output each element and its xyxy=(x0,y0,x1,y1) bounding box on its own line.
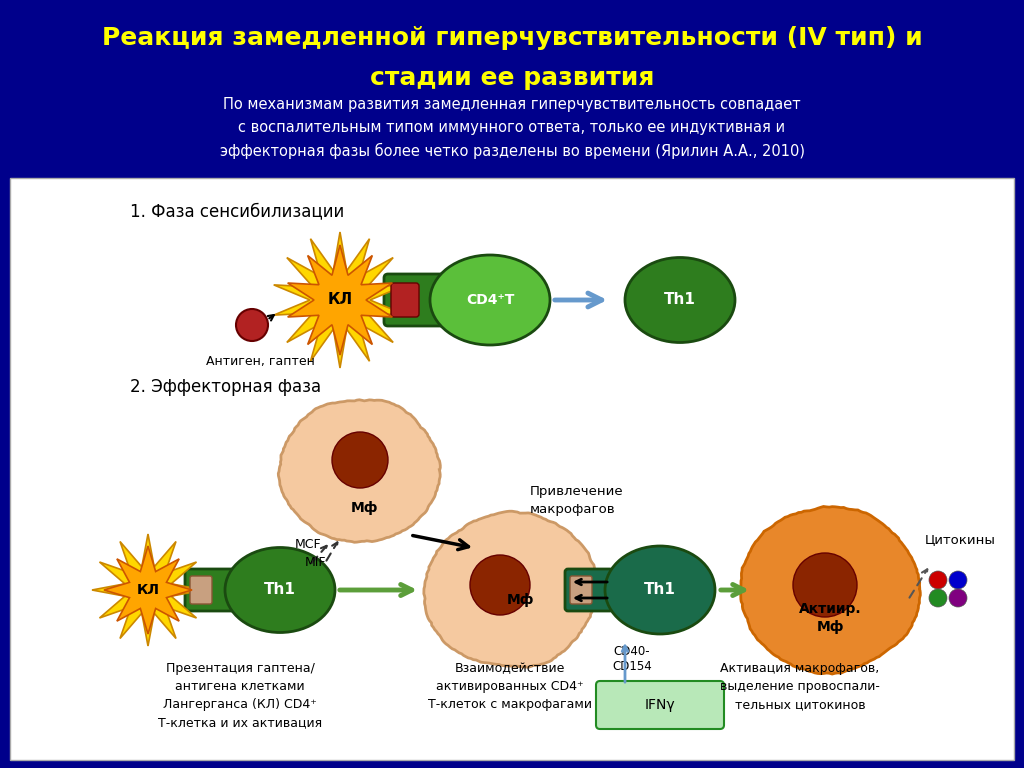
Ellipse shape xyxy=(430,255,550,345)
Circle shape xyxy=(332,432,388,488)
Polygon shape xyxy=(279,400,440,542)
Ellipse shape xyxy=(605,546,715,634)
Text: По механизмам развития замедленная гиперчувствительность совпадает
с воспалитель: По механизмам развития замедленная гипер… xyxy=(219,98,805,159)
Ellipse shape xyxy=(225,548,335,633)
Text: Мф: Мф xyxy=(351,501,379,515)
Text: Актиир.
Мф: Актиир. Мф xyxy=(799,602,861,634)
Circle shape xyxy=(470,555,530,615)
FancyBboxPatch shape xyxy=(185,569,236,611)
Polygon shape xyxy=(740,506,921,674)
Polygon shape xyxy=(273,232,407,368)
FancyBboxPatch shape xyxy=(10,178,1014,760)
Text: Цитокины: Цитокины xyxy=(925,534,995,547)
Circle shape xyxy=(929,589,947,607)
Text: 2. Эффекторная фаза: 2. Эффекторная фаза xyxy=(130,378,322,396)
Text: Th1: Th1 xyxy=(644,582,676,598)
Text: Th1: Th1 xyxy=(264,582,296,598)
Text: стадии ее развития: стадии ее развития xyxy=(370,66,654,90)
Circle shape xyxy=(929,571,947,589)
Text: CD40-
CD154: CD40- CD154 xyxy=(612,645,652,673)
Circle shape xyxy=(236,309,268,341)
Text: КЛ: КЛ xyxy=(328,293,352,307)
Polygon shape xyxy=(104,546,193,634)
Text: Привлечение
макрофагов: Привлечение макрофагов xyxy=(530,485,624,515)
FancyBboxPatch shape xyxy=(190,576,212,604)
FancyBboxPatch shape xyxy=(384,274,447,326)
Circle shape xyxy=(793,553,857,617)
FancyBboxPatch shape xyxy=(391,283,419,317)
Text: MCF: MCF xyxy=(295,538,322,551)
Text: Взаимодействие
активированных CD4⁺
Т-клеток с макрофагами: Взаимодействие активированных CD4⁺ Т-кле… xyxy=(428,662,592,711)
Text: Th1: Th1 xyxy=(664,293,696,307)
Text: Активация макрофагов,
выделение провоспали-
тельных цитокинов: Активация макрофагов, выделение провоспа… xyxy=(720,662,880,711)
Circle shape xyxy=(949,571,967,589)
Ellipse shape xyxy=(625,257,735,343)
FancyBboxPatch shape xyxy=(570,576,592,604)
Text: Мф: Мф xyxy=(506,593,534,607)
Text: IFNγ: IFNγ xyxy=(645,698,675,712)
Polygon shape xyxy=(424,511,597,667)
Text: CD4⁺T: CD4⁺T xyxy=(466,293,514,307)
Text: Реакция замедленной гиперчувствительности (IV тип) и: Реакция замедленной гиперчувствительност… xyxy=(101,26,923,50)
Polygon shape xyxy=(92,534,204,646)
Text: MIF: MIF xyxy=(305,555,327,568)
Text: КЛ: КЛ xyxy=(136,583,160,597)
Text: Антиген, гаптен: Антиген, гаптен xyxy=(206,355,314,368)
Text: 1. Фаза сенсибилизации: 1. Фаза сенсибилизации xyxy=(130,202,344,220)
Polygon shape xyxy=(288,245,392,355)
Circle shape xyxy=(949,589,967,607)
FancyBboxPatch shape xyxy=(565,569,613,611)
Text: Презентация гаптена/
антигена клетками
Лангерганса (КЛ) CD4⁺
Т-клетка и их актив: Презентация гаптена/ антигена клетками Л… xyxy=(158,662,323,729)
FancyBboxPatch shape xyxy=(596,681,724,729)
